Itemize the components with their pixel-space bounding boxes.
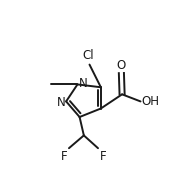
Text: N: N <box>79 77 88 90</box>
Text: OH: OH <box>142 95 160 108</box>
Text: F: F <box>100 150 106 163</box>
Text: N: N <box>57 96 65 109</box>
Text: F: F <box>61 150 68 163</box>
Text: O: O <box>117 59 126 72</box>
Text: Cl: Cl <box>82 49 94 62</box>
